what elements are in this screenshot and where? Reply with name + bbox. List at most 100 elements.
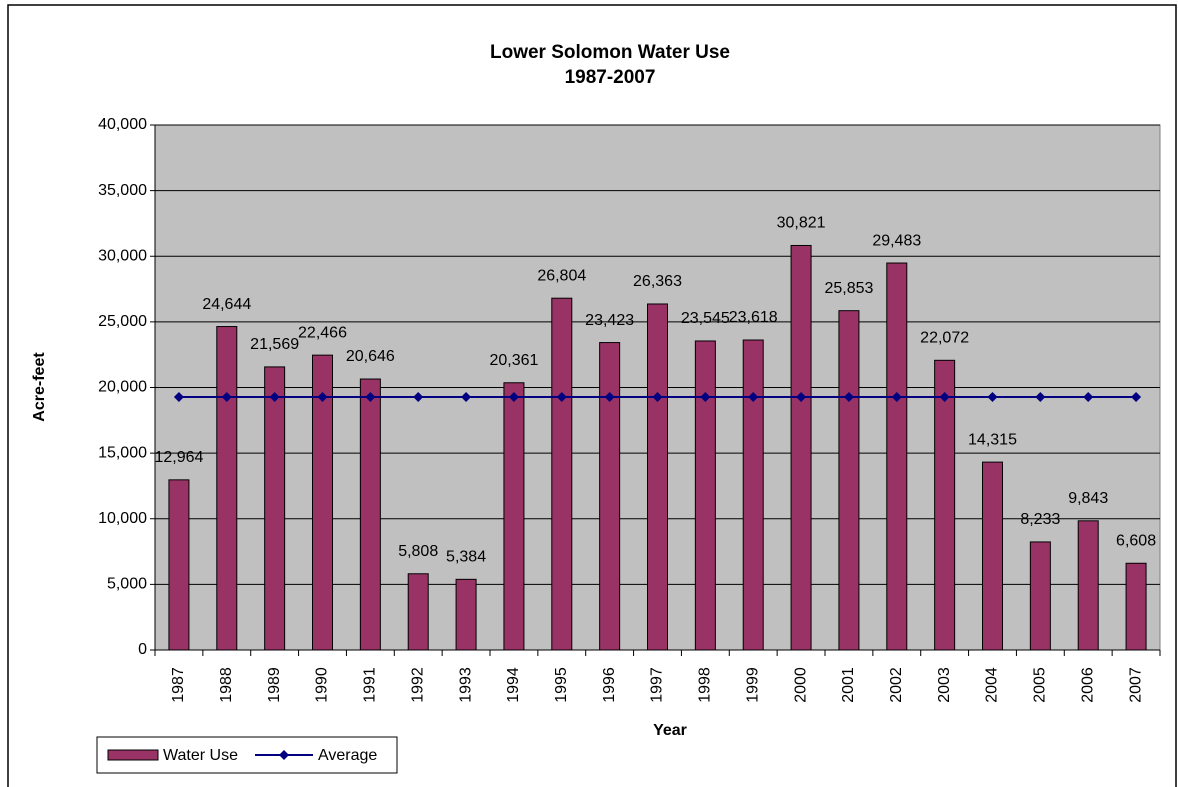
average-marker	[317, 391, 328, 402]
bar	[1125, 562, 1147, 651]
bar	[216, 326, 238, 651]
bar	[1077, 520, 1099, 651]
bar	[359, 378, 381, 651]
x-tick-label: 1993	[457, 667, 474, 703]
bar	[694, 340, 716, 651]
data-label: 26,804	[537, 267, 586, 284]
legend-swatch	[107, 749, 159, 761]
data-label: 9,843	[1068, 490, 1108, 507]
x-tick-label: 1998	[697, 667, 714, 703]
y-tick-label: 40,000	[98, 116, 147, 133]
x-tick-label: 1996	[601, 667, 618, 703]
y-tick-label: 25,000	[98, 313, 147, 330]
data-label: 8,233	[1020, 511, 1060, 528]
bar	[886, 262, 908, 651]
average-marker	[461, 391, 472, 402]
y-tick-label: 30,000	[98, 247, 147, 264]
bar	[790, 244, 812, 651]
data-label: 20,361	[489, 352, 538, 369]
data-label: 23,618	[729, 309, 778, 326]
average-marker	[413, 391, 424, 402]
bar	[934, 359, 956, 651]
x-tick-label: 1992	[409, 667, 426, 703]
chart-subtitle: 1987-2007	[565, 67, 656, 88]
data-label: 24,644	[202, 296, 251, 313]
x-tick-label: 2000	[792, 667, 809, 703]
y-tick-label: 35,000	[98, 182, 147, 199]
data-label: 26,363	[633, 273, 682, 290]
data-label: 22,466	[298, 324, 347, 341]
x-tick-label: 1990	[314, 667, 331, 703]
data-label: 6,608	[1116, 532, 1156, 549]
y-axis-label: Acre-feet	[31, 352, 48, 422]
data-label: 20,646	[346, 348, 395, 365]
y-tick-label: 15,000	[98, 444, 147, 461]
x-tick-label: 1997	[649, 667, 666, 703]
average-marker	[269, 391, 280, 402]
bar	[264, 366, 286, 651]
average-marker	[700, 391, 711, 402]
x-tick-label: 2001	[840, 667, 857, 703]
average-marker	[173, 391, 184, 402]
average-marker	[652, 391, 663, 402]
bar	[551, 297, 573, 651]
average-marker	[1083, 391, 1094, 402]
y-tick-label: 5,000	[107, 576, 147, 593]
x-tick-label: 2002	[888, 667, 905, 703]
data-label: 22,072	[920, 330, 969, 347]
data-label: 30,821	[777, 215, 826, 232]
bar	[407, 573, 429, 651]
x-tick-label: 1988	[218, 667, 235, 703]
data-label: 23,545	[681, 310, 730, 327]
x-tick-label: 1989	[266, 667, 283, 703]
average-marker	[843, 391, 854, 402]
x-tick-label: 2007	[1127, 667, 1144, 703]
data-label: 5,384	[446, 549, 486, 566]
bar	[742, 339, 764, 651]
data-label: 21,569	[250, 336, 299, 353]
average-marker	[556, 391, 567, 402]
legend-label: Average	[318, 747, 377, 764]
average-marker	[221, 391, 232, 402]
average-marker	[891, 391, 902, 402]
bar	[982, 461, 1003, 651]
x-tick-label: 1987	[170, 667, 187, 703]
x-tick-label: 2005	[1032, 667, 1049, 703]
bar	[599, 342, 621, 651]
average-marker	[1035, 391, 1046, 402]
bar	[838, 310, 860, 651]
bar	[168, 479, 190, 651]
x-tick-label: 2003	[936, 667, 953, 703]
x-tick-label: 1994	[505, 667, 522, 703]
bar	[312, 354, 333, 651]
data-label: 23,423	[585, 312, 634, 329]
bar	[647, 303, 668, 651]
average-marker	[987, 391, 998, 402]
bar	[503, 382, 525, 651]
y-tick-label: 10,000	[98, 510, 147, 527]
chart-title: Lower Solomon Water Use	[490, 42, 730, 63]
x-tick-label: 1995	[553, 667, 570, 703]
x-tick-label: 2006	[1079, 667, 1096, 703]
legend-label: Water Use	[163, 747, 238, 764]
data-label: 29,483	[872, 232, 921, 249]
x-tick-label: 1991	[362, 667, 379, 703]
data-label: 5,808	[398, 543, 438, 560]
average-marker	[1131, 391, 1142, 402]
bar	[1029, 541, 1051, 651]
y-tick-label: 20,000	[98, 379, 147, 396]
data-label: 14,315	[968, 431, 1017, 448]
average-marker	[604, 391, 615, 402]
data-label: 25,853	[824, 280, 873, 297]
average-marker	[508, 391, 519, 402]
average-marker	[796, 391, 807, 402]
data-label: 12,964	[154, 449, 203, 466]
x-tick-label: 2004	[984, 667, 1001, 703]
x-tick-label: 1999	[744, 667, 761, 703]
average-marker	[748, 391, 759, 402]
average-marker	[365, 391, 376, 402]
y-tick-label: 0	[138, 641, 147, 658]
x-axis-label: Year	[653, 722, 687, 739]
average-marker	[939, 391, 950, 402]
